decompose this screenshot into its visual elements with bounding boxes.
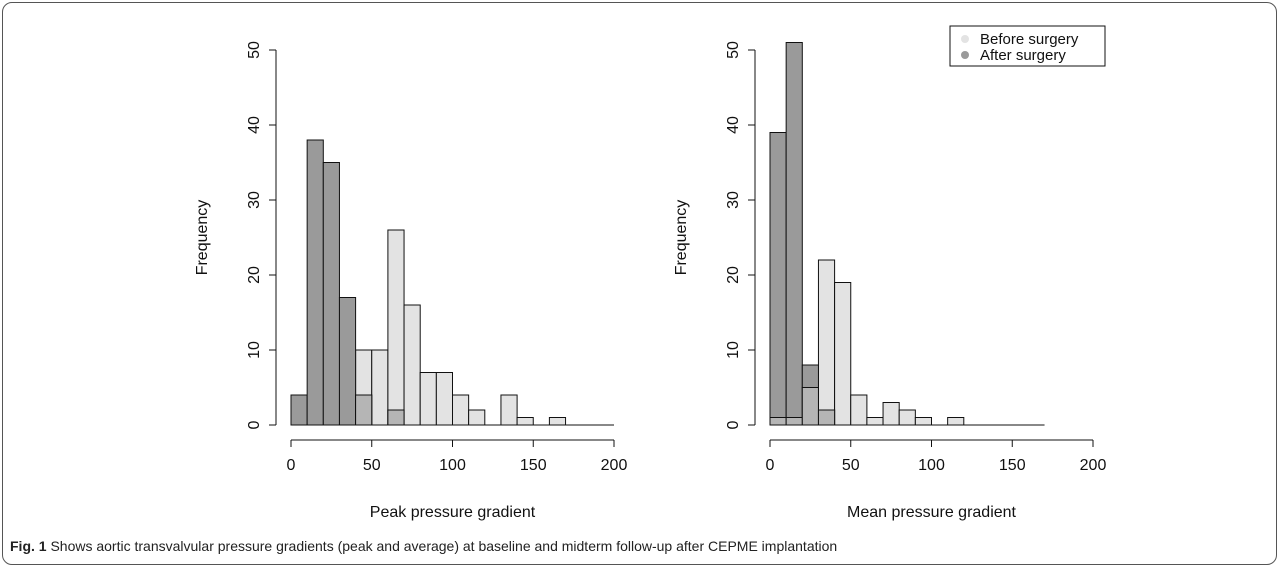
p1-bar-before-70 — [403, 304, 421, 426]
legend-box — [949, 25, 1106, 67]
p2-bar-overlap-20 — [801, 387, 819, 426]
p1-bar-before-100 — [452, 394, 470, 426]
p2-bar-before-60 — [866, 417, 884, 426]
p1-bar-before-140 — [516, 417, 534, 426]
p2-y-tick-label-10: 10 — [725, 341, 742, 359]
p1-y-tick-label-20: 20 — [246, 266, 263, 284]
p2-y-tick-label-30: 30 — [725, 191, 742, 209]
caption-text: Shows aortic transvalvular pressure grad… — [50, 538, 838, 554]
p1-bar-before-80 — [419, 372, 437, 426]
p1-bar-overlap-40 — [355, 394, 373, 426]
p2-bar-overlap-10 — [785, 417, 803, 426]
p2-bar-overlap-0 — [769, 417, 787, 426]
p1-bar-before-50 — [371, 349, 389, 426]
p2-bar-before-110 — [947, 417, 965, 426]
p1-bar-after-30 — [338, 297, 357, 426]
p1-bar-before-90 — [435, 372, 454, 426]
p2-bar-before-30 — [817, 259, 836, 426]
figure-caption: Fig. 1 Shows aortic transvalvular pressu… — [10, 538, 837, 554]
p1-bar-before-160 — [548, 417, 567, 426]
p2-bar-before-70 — [882, 402, 900, 426]
p2-y-tick-label-40: 40 — [725, 116, 742, 134]
p2-x-tick-label-200: 200 — [1080, 457, 1107, 474]
p1-bar-overlap-60 — [387, 409, 405, 426]
p1-x-tick-label-0: 0 — [287, 457, 296, 474]
p1-bar-after-20 — [322, 162, 340, 426]
p2-bar-after-0 — [769, 132, 787, 426]
p1-y-tick-label-0: 0 — [246, 420, 263, 429]
p2-bar-before-80 — [898, 409, 916, 426]
p1-y-axis-label: Frequency — [194, 200, 211, 276]
legend-marker-after — [961, 51, 969, 59]
p2-y-tick-label-20: 20 — [725, 266, 742, 284]
p1-y-tick-label-40: 40 — [246, 116, 263, 134]
p2-x-tick-label-50: 50 — [842, 457, 860, 474]
p2-y-tick-label-0: 0 — [725, 420, 742, 429]
p2-x-axis-label: Mean pressure gradient — [847, 504, 1017, 521]
p2-x-tick-label-0: 0 — [766, 457, 775, 474]
p1-x-tick-label-50: 50 — [363, 457, 381, 474]
p2-x-tick-label-150: 150 — [999, 457, 1026, 474]
p1-x-tick-label-100: 100 — [439, 457, 466, 474]
p1-y-tick-label-10: 10 — [246, 341, 263, 359]
p2-y-axis-label: Frequency — [673, 200, 690, 276]
p1-bar-before-130 — [500, 394, 518, 426]
p1-bar-before-60 — [387, 229, 405, 426]
p2-bar-before-40 — [834, 282, 852, 426]
legend-label-before: Before surgery — [980, 31, 1079, 48]
legend-label-after: After surgery — [980, 47, 1066, 64]
p1-y-tick-label-30: 30 — [246, 191, 263, 209]
p1-bar-after-10 — [306, 139, 324, 426]
p1-x-tick-label-200: 200 — [601, 457, 628, 474]
legend-marker-before — [961, 35, 969, 43]
p1-bar-after-0 — [290, 394, 308, 426]
p1-x-tick-label-150: 150 — [520, 457, 547, 474]
p2-bar-after-10 — [785, 42, 803, 426]
p1-x-axis-label: Peak pressure gradient — [370, 504, 536, 521]
p1-y-tick-label-50: 50 — [246, 41, 263, 59]
p1-bar-before-110 — [468, 409, 486, 426]
p2-bar-before-50 — [850, 394, 868, 426]
p2-bar-overlap-30 — [817, 409, 836, 426]
p2-bar-before-90 — [914, 417, 932, 426]
caption-label: Fig. 1 — [10, 538, 47, 554]
p2-x-tick-label-100: 100 — [918, 457, 945, 474]
p2-y-tick-label-50: 50 — [725, 41, 742, 59]
